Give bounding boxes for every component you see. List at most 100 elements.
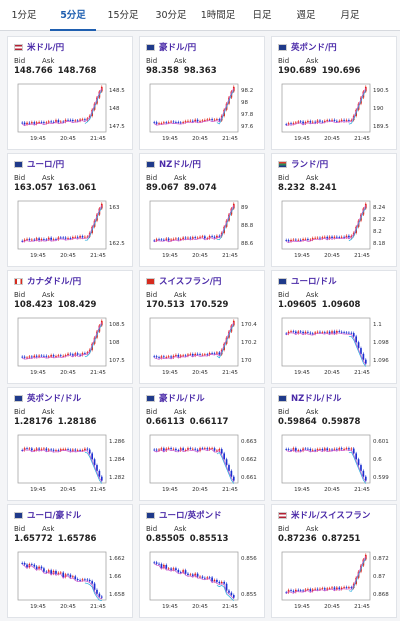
pair-name[interactable]: 豪ドル/円 (159, 43, 197, 53)
pair-name[interactable]: カナダドル/円 (27, 277, 82, 287)
candle-body (211, 577, 213, 582)
currency-card[interactable]: 米ドル/スイスフラン Bid Ask 0.87236 0.87251 0.872 0.87 0… (271, 504, 397, 618)
currency-card[interactable]: ユーロ/ドル Bid Ask 1.09605 1.09608 1.1 1.098 1.096 1… (271, 270, 397, 384)
ask-value: 1.65786 (57, 534, 97, 544)
currency-card[interactable]: ユーロ/豪ドル Bid Ask 1.65772 1.65786 1.662 1.66 1.65… (7, 504, 133, 618)
currency-card[interactable]: 豪ドル/円 Bid Ask 98.358 98.363 98.2 98 97.8 97.6 19:… (139, 36, 265, 150)
price-chart[interactable]: 108.5 108 107.5 19:45 20:45 21:45 (12, 314, 130, 382)
tab-1hour[interactable]: 1時間足 (200, 10, 236, 21)
currency-card[interactable]: 英ポンド/円 Bid Ask 190.689 190.696 190.5 190 189.5 1… (271, 36, 397, 150)
pair-name[interactable]: ユーロ/英ポンド (159, 511, 222, 521)
y-tick-label: 98 (241, 100, 248, 106)
pair-link[interactable]: ユーロ/英ポンド (146, 509, 222, 521)
ask-label: Ask (42, 174, 55, 182)
price-chart[interactable]: 190.5 190 189.5 19:45 20:45 21:45 (276, 80, 394, 148)
candle-body (299, 239, 302, 241)
x-tick-label: 19:45 (30, 604, 46, 610)
pair-name[interactable]: ユーロ/豪ドル (27, 511, 82, 521)
currency-card[interactable]: 英ポンド/ドル Bid Ask 1.28176 1.28186 1.286 1.284 1.2… (7, 387, 133, 501)
tab-30min[interactable]: 30分足 (155, 10, 187, 21)
x-tick-label: 21:45 (90, 487, 106, 493)
currency-card[interactable]: NZドル/円 Bid Ask 89.067 89.074 89 88.8 88.6 19:45 2… (139, 153, 265, 267)
currency-card[interactable]: 豪ドル/ドル Bid Ask 0.66113 0.66117 0.663 0.662 0.66… (139, 387, 265, 501)
pair-name[interactable]: 米ドル/スイスフラン (291, 511, 371, 521)
currency-card[interactable]: ユーロ/英ポンド Bid Ask 0.85505 0.85513 0.856 0.855 19… (139, 504, 265, 618)
price-chart[interactable]: 0.872 0.87 0.868 19:45 20:45 21:45 (276, 548, 394, 616)
candle-body (64, 237, 67, 239)
tab-daily[interactable]: 日足 (252, 10, 272, 21)
candle-body (309, 332, 312, 334)
pair-link[interactable]: カナダドル/円 (14, 275, 81, 287)
candle-body (165, 357, 168, 358)
pair-name[interactable]: 英ポンド/円 (291, 43, 337, 53)
price-chart[interactable]: 1.662 1.66 1.658 19:45 20:45 21:45 (12, 548, 130, 616)
candle-body (297, 450, 300, 452)
candle-body (297, 589, 300, 591)
pair-link[interactable]: 豪ドル/円 (146, 41, 196, 53)
currency-card[interactable]: カナダドル/円 Bid Ask 108.423 108.429 108.5 108 107.5… (7, 270, 133, 384)
pair-link[interactable]: 豪ドル/ドル (146, 392, 205, 404)
pair-link[interactable]: ランド/円 (278, 158, 328, 170)
price-chart[interactable]: 98.2 98 97.8 97.6 19:45 20:45 21:45 (144, 80, 262, 148)
tab-weekly[interactable]: 週足 (296, 10, 316, 21)
price-chart[interactable]: 1.286 1.284 1.282 19:45 20:45 21:45 (12, 431, 130, 499)
chart-svg: 1.1 1.098 1.096 19:45 20:45 21:45 (281, 317, 389, 376)
pair-link[interactable]: NZドル/ドル (278, 392, 341, 404)
pair-link[interactable]: ユーロ/円 (14, 158, 64, 170)
price-chart[interactable]: 0.663 0.662 0.661 19:45 20:45 21:45 (144, 431, 262, 499)
pair-link[interactable]: NZドル/円 (146, 158, 201, 170)
price-chart[interactable]: 148.5 148 147.5 19:45 20:45 21:45 (12, 80, 130, 148)
price-chart[interactable]: 170.4 170.2 170 19:45 20:45 21:45 (144, 314, 262, 382)
moving-average-line (21, 449, 103, 482)
pair-link[interactable]: 米ドル/スイスフラン (278, 509, 370, 521)
tab-5min[interactable]: 5分足 (50, 0, 96, 31)
candle-body (213, 353, 216, 355)
candle-body (295, 331, 297, 334)
pair-name[interactable]: ユーロ/ドル (291, 277, 337, 287)
pair-name[interactable]: 豪ドル/ドル (159, 394, 205, 404)
currency-card[interactable]: NZドル/ドル Bid Ask 0.59864 0.59878 0.601 0.6 0.599… (271, 387, 397, 501)
candle-body (96, 465, 98, 471)
pair-name[interactable]: 英ポンド/ドル (27, 394, 82, 404)
pair-name[interactable]: ランド/円 (291, 160, 329, 170)
price-chart[interactable]: 0.856 0.855 19:45 20:45 21:45 (144, 548, 262, 616)
currency-card[interactable]: スイスフラン/円 Bid Ask 170.513 170.529 170.4 170.2 17… (139, 270, 265, 384)
candle-body (160, 123, 163, 124)
moving-average-line (154, 563, 235, 599)
tab-15min[interactable]: 15分足 (107, 10, 139, 21)
price-chart[interactable]: 1.1 1.098 1.096 19:45 20:45 21:45 (276, 314, 394, 382)
candle-body (81, 353, 84, 356)
price-chart[interactable]: 0.601 0.6 0.599 19:45 20:45 21:45 (276, 431, 394, 499)
currency-card[interactable]: ユーロ/円 Bid Ask 163.057 163.061 163 162.5 19:45 20… (7, 153, 133, 267)
plot-area (17, 83, 107, 133)
pair-name[interactable]: スイスフラン/円 (159, 277, 222, 287)
candle-body (84, 579, 86, 581)
price-chart[interactable]: 89 88.8 88.6 19:45 20:45 21:45 (144, 197, 262, 265)
price-chart[interactable]: 163 162.5 19:45 20:45 21:45 (12, 197, 130, 265)
tab-monthly[interactable]: 月足 (340, 10, 360, 21)
pair-link[interactable]: ユーロ/豪ドル (14, 509, 81, 521)
flag-icon (278, 160, 287, 168)
pair-link[interactable]: 米ドル/円 (14, 41, 64, 53)
pair-name[interactable]: ユーロ/円 (27, 160, 65, 170)
pair-link[interactable]: スイスフラン/円 (146, 275, 221, 287)
candle-body (189, 353, 192, 355)
candle-body (191, 353, 194, 356)
x-tick-label: 19:45 (162, 604, 178, 610)
pair-name[interactable]: NZドル/ドル (291, 394, 342, 404)
tab-1min[interactable]: 1分足 (11, 10, 37, 21)
price-chart[interactable]: 8.24 8.22 8.2 8.18 19:45 20:45 21:45 (276, 197, 394, 265)
candle-body (326, 120, 329, 121)
candle-body (220, 449, 223, 454)
candle-body (307, 331, 309, 333)
pair-link[interactable]: 英ポンド/ドル (14, 392, 81, 404)
currency-card[interactable]: ランド/円 Bid Ask 8.232 8.241 8.24 8.22 8.2 8.18 19:4… (271, 153, 397, 267)
pair-name[interactable]: 米ドル/円 (27, 43, 65, 53)
pair-link[interactable]: ユーロ/ドル (278, 275, 337, 287)
pair-link[interactable]: 英ポンド/円 (278, 41, 337, 53)
candle-body (21, 240, 24, 242)
candle-body (172, 448, 175, 450)
currency-card[interactable]: 米ドル/円 Bid Ask 148.766 148.768 148.5 148 147.5 19… (7, 36, 133, 150)
pair-name[interactable]: NZドル/円 (159, 160, 201, 170)
candle-body (316, 237, 319, 239)
